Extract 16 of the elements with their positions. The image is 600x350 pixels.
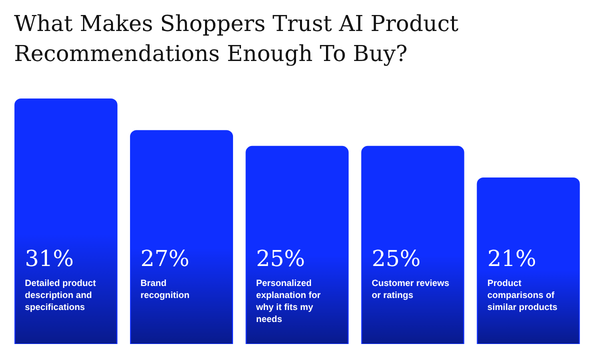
bar (361, 146, 464, 344)
bar (246, 146, 349, 344)
x-tick-label: Brand recognition (140, 278, 190, 300)
x-tick-label: Product comparisons of similar products (487, 278, 558, 312)
data-label: 25% (372, 247, 421, 272)
x-tick-label: Personalized explanation for why it fits my needs (255, 278, 322, 324)
bar (130, 130, 234, 344)
data-label: 31% (24, 247, 74, 272)
x-tick-label: Detailed product description and specifications (24, 278, 96, 312)
chart-title: What Makes Shoppers Trust AI Product Recommendations Enough To Buy? (14, 11, 460, 69)
data-label: 25% (256, 247, 306, 272)
data-label: 21% (487, 247, 536, 272)
data-label: 27% (140, 247, 190, 272)
x-tick-label: Customer reviews or ratings (372, 278, 450, 300)
bar (14, 98, 118, 344)
bar (476, 178, 580, 344)
